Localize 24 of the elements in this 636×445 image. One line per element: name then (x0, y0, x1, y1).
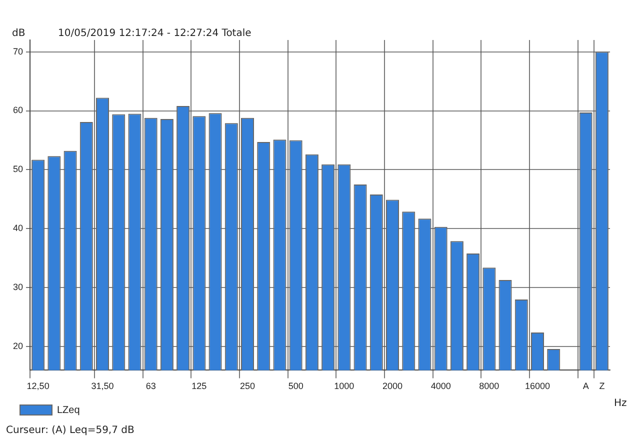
y-tick-label: 50 (12, 164, 24, 174)
y-tick-label: 60 (12, 105, 24, 116)
x-tick-label: 16000 (524, 381, 550, 392)
x-axis-title: Hz (614, 398, 627, 409)
x-tick-label: 125 (192, 381, 207, 392)
x-tick-label: 500 (288, 381, 304, 392)
text: Curseur: (A) Leq=59,7 dB (6, 425, 134, 436)
x-tick-label: 31,50 (91, 381, 114, 392)
legend-label: LZeq (57, 404, 80, 416)
x-tick-label: 8000 (479, 381, 500, 392)
x-tick-label: A (582, 381, 589, 392)
y-axis-title: dB (12, 28, 26, 39)
y-tick-label: 30 (12, 282, 24, 292)
y-tick-label: 20 (12, 341, 24, 352)
x-tick-label: 63 (146, 381, 156, 392)
x-tick-label: 12,50 (26, 381, 50, 392)
x-tick-label: Z (599, 381, 606, 392)
x-tick-label: 250 (240, 381, 256, 392)
y-tick-label: 40 (12, 223, 24, 234)
x-tick-label: 1000 (334, 381, 354, 392)
x-tick-label: 2000 (382, 381, 403, 392)
y-tick-label: 70 (12, 46, 24, 56)
x-tick-label: 4000 (430, 381, 451, 392)
chart-subtitle: 10/05/2019 12:17:24 - 12:27:24 Totale (58, 28, 252, 39)
